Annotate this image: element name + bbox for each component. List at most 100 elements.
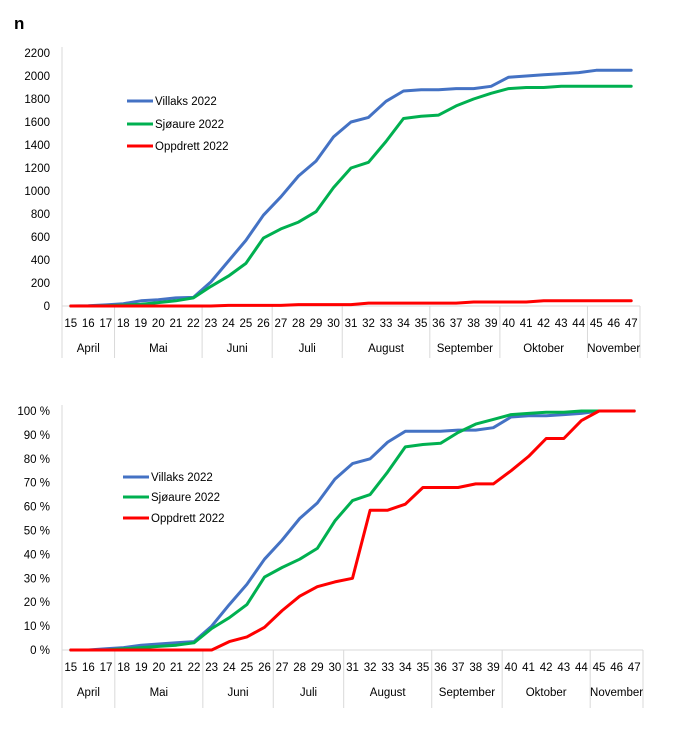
x-tick-label: 33: [381, 662, 394, 674]
y-tick-label: 600: [31, 232, 50, 244]
x-tick-label: 22: [188, 662, 201, 674]
x-tick-label: 31: [345, 318, 358, 330]
x-tick-label: 30: [328, 662, 341, 674]
x-tick-label: 16: [82, 318, 95, 330]
x-tick-label: 47: [628, 662, 641, 674]
x-tick-label: 24: [223, 662, 236, 674]
x-tick-label: 37: [452, 662, 465, 674]
x-tick-label: 21: [169, 318, 182, 330]
x-tick-label: 43: [555, 318, 568, 330]
x-tick-label: 16: [82, 662, 95, 674]
x-tick-label: 35: [415, 318, 428, 330]
month-label: Juni: [227, 343, 248, 355]
y-tick-label: 800: [31, 209, 50, 221]
legend-label: Sjøaure 2022: [151, 492, 220, 504]
x-tick-label: 27: [275, 318, 288, 330]
x-tick-label: 38: [469, 662, 482, 674]
x-tick-label: 44: [572, 318, 585, 330]
x-tick-label: 18: [117, 318, 130, 330]
y-tick-label: 2000: [24, 71, 50, 83]
y-tick-label: 2200: [24, 48, 50, 60]
x-tick-label: 29: [310, 318, 323, 330]
x-tick-label: 42: [537, 318, 550, 330]
x-tick-label: 32: [362, 318, 375, 330]
y-tick-label: 1000: [24, 186, 50, 198]
y-tick-label: 30 %: [24, 573, 50, 585]
x-tick-label: 19: [134, 318, 147, 330]
y-tick-label: 1600: [24, 117, 50, 129]
month-label: April: [77, 687, 100, 699]
x-tick-label: 23: [205, 662, 218, 674]
x-tick-label: 40: [502, 318, 515, 330]
month-label: August: [368, 343, 405, 355]
y-tick-label: 400: [31, 255, 50, 267]
series-line-1: [69, 68, 633, 308]
x-tick-label: 33: [380, 318, 393, 330]
x-tick-label: 26: [257, 318, 270, 330]
x-tick-label: 17: [100, 662, 113, 674]
x-tick-label: 41: [520, 318, 533, 330]
x-tick-label: 26: [258, 662, 271, 674]
y-tick-label: 1800: [24, 94, 50, 106]
x-tick-label: 34: [397, 318, 410, 330]
month-label: April: [77, 343, 100, 355]
month-label: Mai: [149, 343, 168, 355]
x-tick-label: 45: [593, 662, 606, 674]
y-tick-label: 40 %: [24, 549, 50, 561]
x-tick-label: 15: [64, 662, 77, 674]
x-tick-label: 39: [487, 662, 500, 674]
x-tick-label: 43: [557, 662, 570, 674]
series-line-2: [69, 84, 633, 308]
y-tick-label: 1400: [24, 140, 50, 152]
x-tick-label: 15: [64, 318, 77, 330]
x-tick-label: 25: [240, 318, 253, 330]
x-tick-label: 45: [590, 318, 603, 330]
series-line-2: [69, 409, 636, 652]
y-tick-label: 100 %: [17, 406, 50, 418]
x-tick-label: 32: [364, 662, 377, 674]
y-tick-label: 50 %: [24, 526, 50, 538]
x-tick-label: 31: [346, 662, 359, 674]
month-label: November: [590, 687, 643, 699]
x-tick-label: 18: [117, 662, 130, 674]
x-tick-label: 46: [607, 318, 620, 330]
y-tick-label: 200: [31, 278, 50, 290]
x-tick-label: 20: [152, 318, 165, 330]
month-label: Juli: [299, 343, 316, 355]
y-tick-label: 60 %: [24, 502, 50, 514]
month-label: September: [439, 687, 495, 699]
x-tick-label: 42: [540, 662, 553, 674]
y-unit-label: n: [14, 14, 25, 33]
month-label: Juni: [228, 687, 249, 699]
month-label: September: [437, 343, 493, 355]
x-tick-label: 24: [222, 318, 235, 330]
chart-2: 0 % 10 % 20 % 30 % 40 % 50 % 60 % 70 % 80 % 90 % 1…: [17, 405, 644, 708]
y-tick-label: 20 %: [24, 597, 50, 609]
x-tick-label: 23: [204, 318, 217, 330]
x-tick-label: 17: [99, 318, 112, 330]
x-tick-label: 22: [187, 318, 200, 330]
month-label: August: [370, 687, 407, 699]
x-tick-label: 25: [240, 662, 253, 674]
legend-label: Oppdrett 2022: [151, 513, 225, 525]
y-tick-label: 10 %: [24, 621, 50, 633]
x-tick-label: 19: [135, 662, 148, 674]
series-line-3: [69, 409, 636, 652]
chart-1: 0 200 400 600 800 1000 1200 1400 1600 1800 2000 220…: [24, 47, 641, 358]
month-label: Oktober: [523, 343, 564, 355]
y-tick-label: 1200: [24, 163, 50, 175]
y-tick-label: 70 %: [24, 478, 50, 490]
x-tick-label: 21: [170, 662, 183, 674]
month-label: Mai: [150, 687, 169, 699]
month-label: Juli: [300, 687, 317, 699]
x-tick-label: 36: [434, 662, 447, 674]
x-tick-label: 27: [276, 662, 289, 674]
x-tick-label: 36: [432, 318, 445, 330]
x-tick-label: 39: [485, 318, 498, 330]
x-tick-label: 34: [399, 662, 412, 674]
legend-label: Oppdrett 2022: [155, 141, 229, 153]
month-label: Oktober: [526, 687, 567, 699]
legend-label: Villaks 2022: [155, 96, 217, 108]
x-tick-label: 28: [293, 662, 306, 674]
